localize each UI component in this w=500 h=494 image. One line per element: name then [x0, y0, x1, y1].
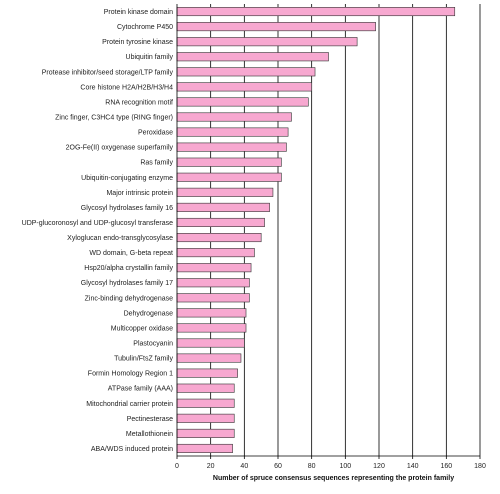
- category-label: RNA recognition motif: [105, 99, 173, 106]
- bar: [176, 142, 287, 152]
- bar: [176, 82, 312, 92]
- x-tick-label: 40: [240, 463, 248, 470]
- category-label: Zinc-binding dehydrogenase: [85, 295, 173, 302]
- bar: [176, 428, 235, 438]
- category-label: Hsp20/alpha crystallin family: [84, 265, 173, 272]
- category-label: Core histone H2A/H2B/H3/H4: [80, 84, 173, 91]
- category-label: Ubiquitin-conjugating enzyme: [81, 175, 173, 182]
- category-labels: Protein kinase domain Cytochrome P450 Prot…: [22, 9, 174, 453]
- bar: [176, 112, 292, 122]
- category-label: Multicopper oxidase: [111, 325, 173, 332]
- bar: [176, 52, 329, 62]
- bar: [176, 202, 270, 212]
- x-tick-label: 180: [474, 463, 486, 470]
- category-label: Xyloglucan endo-transglycosylase: [67, 235, 173, 242]
- category-label: UDP-glucoronosyl and UDP-glucosyl transf…: [22, 220, 173, 227]
- category-label: Glycosyl hydrolases family 17: [81, 280, 173, 287]
- bar: [176, 293, 250, 303]
- gridlines: [210, 4, 481, 456]
- x-tick-label: 0: [175, 463, 179, 470]
- bar: [176, 353, 242, 363]
- bar: [176, 278, 250, 288]
- category-label: ABA/WDS induced protein: [91, 446, 173, 453]
- x-tick-label: 100: [339, 463, 351, 470]
- x-tick-label: 20: [207, 463, 215, 470]
- bar: [176, 338, 245, 348]
- x-tick-label: 140: [407, 463, 419, 470]
- bar: [176, 127, 289, 137]
- bar: [176, 368, 238, 378]
- category-label: 2OG-Fe(II) oxygenase superfamily: [66, 145, 174, 152]
- bar: [176, 67, 316, 77]
- bar: [176, 263, 252, 273]
- category-label: Metallothionein: [126, 431, 173, 438]
- category-label: Plastocyanin: [133, 341, 173, 348]
- bar: [176, 413, 235, 423]
- category-label: Mitochondrial carrier protein: [86, 401, 173, 408]
- bar: [176, 308, 247, 318]
- bar: [176, 323, 247, 333]
- category-label: Zinc finger, C3HC4 type (RING finger): [55, 115, 173, 122]
- bar: [176, 97, 309, 107]
- category-label: Protein tyrosine kinase: [102, 39, 173, 46]
- category-label: Ubiquitin family: [126, 54, 174, 61]
- category-label: WD domain, G-beta repeat: [89, 250, 173, 257]
- bar: [176, 443, 233, 453]
- bar: [176, 7, 456, 17]
- category-label: Tubulin/FtsZ family: [114, 356, 173, 363]
- category-label: Dehydrogenase: [124, 310, 174, 317]
- bar: [176, 398, 235, 408]
- x-tick-label: 160: [440, 463, 452, 470]
- bar: [176, 22, 376, 32]
- bar: [176, 217, 265, 227]
- bar: [176, 157, 282, 167]
- bars: [176, 7, 456, 453]
- x-tick-label: 120: [373, 463, 385, 470]
- bar: [176, 37, 358, 47]
- bar: [176, 172, 282, 182]
- category-label: Cytochrome P450: [117, 24, 173, 31]
- category-label: ATPase family (AAA): [108, 386, 173, 393]
- x-tick-labels: 0 20 40 60 80 100 120 140 160 180: [175, 456, 486, 470]
- bar: [176, 187, 274, 197]
- category-label: Protease inhibitor/seed storage/LTP fami…: [42, 69, 174, 76]
- category-label: Pectinesterase: [127, 416, 173, 423]
- category-label: Protein kinase domain: [104, 9, 173, 16]
- x-tick-label: 80: [308, 463, 316, 470]
- category-label: Peroxidase: [138, 130, 173, 137]
- bar: [176, 233, 262, 243]
- category-label: Major intrinsic protein: [106, 190, 173, 197]
- bar: [176, 383, 235, 393]
- x-axis-title: Number of spruce consensus sequences rep…: [213, 475, 454, 482]
- category-label: Glycosyl hydrolases family 16: [81, 205, 173, 212]
- bar: [176, 248, 255, 258]
- x-tick-label: 60: [274, 463, 282, 470]
- category-label: Formin Homology Region 1: [88, 371, 173, 378]
- category-label: Ras family: [140, 160, 173, 167]
